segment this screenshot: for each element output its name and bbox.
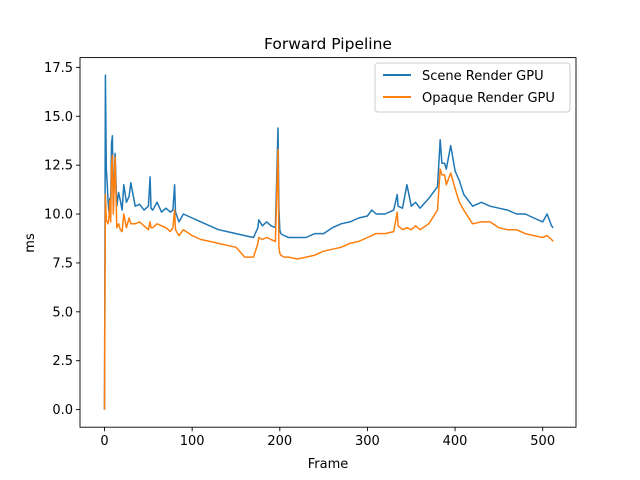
chart-title: Forward Pipeline (264, 35, 392, 53)
legend-label-scene-render-gpu: Scene Render GPU (422, 69, 544, 84)
y-tick-label: 7.5 (52, 256, 73, 271)
x-tick-label: 200 (267, 434, 292, 449)
legend: Scene Render GPU Opaque Render GPU (374, 62, 571, 113)
x-axis-label: Frame (308, 457, 349, 472)
series-line-opaque-render-gpu (103, 148, 554, 410)
legend-box (374, 62, 571, 113)
plot-area (103, 74, 554, 410)
series-line-scene-render-gpu (103, 74, 554, 410)
y-tick-label: 0.0 (52, 403, 73, 418)
y-tick-label: 15.0 (44, 110, 73, 125)
x-tick-label: 0 (100, 434, 108, 449)
y-tick-label: 5.0 (52, 305, 73, 320)
legend-label-opaque-render-gpu: Opaque Render GPU (422, 91, 555, 106)
x-tick-label: 400 (443, 434, 468, 449)
x-tick-label: 300 (355, 434, 380, 449)
x-tick-label: 100 (180, 434, 205, 449)
y-tick-label: 12.5 (44, 159, 73, 174)
y-tick-label: 17.5 (44, 61, 73, 76)
y-tick-label: 2.5 (52, 354, 73, 369)
plot-frame (79, 57, 577, 428)
y-axis-label: ms (23, 233, 38, 253)
y-tick-label: 10.0 (44, 208, 73, 223)
y-axis-ticks: 0.0 2.5 5.0 7.5 10.0 12.5 15.0 17.5 (44, 61, 80, 418)
x-tick-label: 500 (530, 434, 555, 449)
x-axis-ticks: 0 100 200 300 400 500 (100, 427, 555, 449)
